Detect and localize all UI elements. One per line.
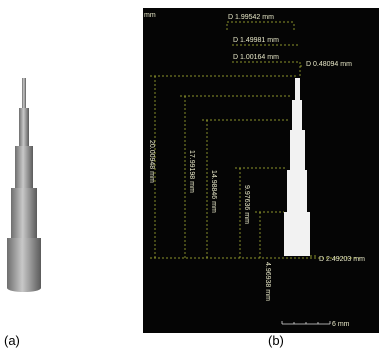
- diameter-label: D 2.49203 mm: [319, 256, 365, 263]
- diameter-label: D 1.99542 mm: [228, 14, 274, 21]
- diameter-label: D 0.48094 mm: [306, 61, 352, 68]
- height-label: 14.98846 mm: [210, 170, 217, 213]
- figure: (a) mm D 1.99542 mm D 1.49981 mm D 1.001…: [0, 0, 379, 349]
- diameter-label: D 1.00164 mm: [233, 54, 279, 61]
- render-a: [7, 78, 41, 292]
- diameter-label: D 1.49981 mm: [233, 37, 279, 44]
- height-label: 9.97636 mm: [243, 185, 250, 224]
- page: (a) mm D 1.99542 mm D 1.49981 mm D 1.001…: [0, 0, 379, 349]
- panel-label: (b): [268, 333, 284, 348]
- height-label: 17.99198 mm: [188, 150, 195, 193]
- corner-unit: mm: [144, 12, 156, 19]
- scale-label: 6 mm: [332, 321, 350, 328]
- height-label: 20.00948 mm: [148, 140, 155, 183]
- height-label: 4.96938 mm: [264, 262, 271, 301]
- panel-label: (a): [4, 333, 20, 348]
